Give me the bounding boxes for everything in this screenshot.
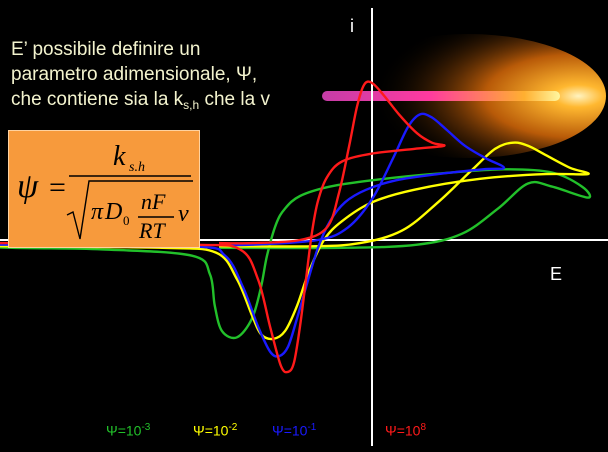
formula-num-k: k bbox=[113, 141, 126, 172]
formula-num-sub: s.h bbox=[129, 160, 145, 175]
legend-label: Ψ=10 bbox=[385, 422, 421, 439]
series-line-1 bbox=[0, 141, 590, 341]
formula-den-nF: nF bbox=[141, 189, 166, 214]
formula-den-pi: π bbox=[91, 199, 104, 225]
sqrt-sign bbox=[66, 180, 193, 240]
formula-den-D-sub: 0 bbox=[123, 213, 130, 228]
legend-exp: 8 bbox=[420, 422, 427, 433]
legend-item-psi-1e8: Ψ=108 bbox=[385, 422, 426, 439]
intro-text: E’ possibile definire un parametro adime… bbox=[11, 37, 341, 118]
legend-item-psi-1e-3: Ψ=10-3 bbox=[106, 422, 150, 439]
legend-label: Ψ=10 bbox=[272, 422, 308, 439]
formula-den-D: D bbox=[104, 199, 122, 225]
series-group bbox=[0, 80, 592, 374]
legend-label: Ψ=10 bbox=[193, 422, 229, 439]
intro-line-3-before: che contiene sia la k bbox=[11, 89, 184, 110]
x-axis-label: E bbox=[550, 264, 563, 284]
legend-exp: -2 bbox=[228, 422, 238, 433]
intro-line-2: parametro adimensionale, Ψ, bbox=[11, 64, 258, 85]
intro-line-1: E’ possibile definire un bbox=[11, 39, 201, 60]
series-line-0 bbox=[0, 168, 592, 340]
legend-exp: -1 bbox=[307, 422, 317, 433]
formula-svg: ψ = k s.h π D 0 nF RT v bbox=[17, 141, 193, 243]
intro-line-3: che contiene sia la ks,h che la v bbox=[11, 87, 341, 118]
formula-lhs: ψ bbox=[17, 168, 39, 205]
series-line-3 bbox=[0, 80, 446, 374]
intro-line-3-after: che la v bbox=[199, 89, 270, 110]
legend: Ψ=10-3 Ψ=10-2 Ψ=10-1 Ψ=108 bbox=[0, 422, 608, 446]
formula-den-v: v bbox=[178, 201, 189, 227]
legend-item-psi-1e-2: Ψ=10-2 bbox=[193, 422, 237, 439]
formula-box: ψ = k s.h π D 0 nF RT v bbox=[8, 130, 200, 248]
legend-label: Ψ=10 bbox=[106, 422, 142, 439]
formula-equals: = bbox=[49, 171, 66, 204]
y-axis-label: i bbox=[350, 16, 354, 36]
legend-exp: -3 bbox=[141, 422, 151, 433]
series-line-2 bbox=[0, 112, 506, 358]
legend-item-psi-1e-1: Ψ=10-1 bbox=[272, 422, 316, 439]
intro-line-3-sub: s,h bbox=[183, 98, 200, 112]
formula-den-RT: RT bbox=[138, 218, 166, 243]
